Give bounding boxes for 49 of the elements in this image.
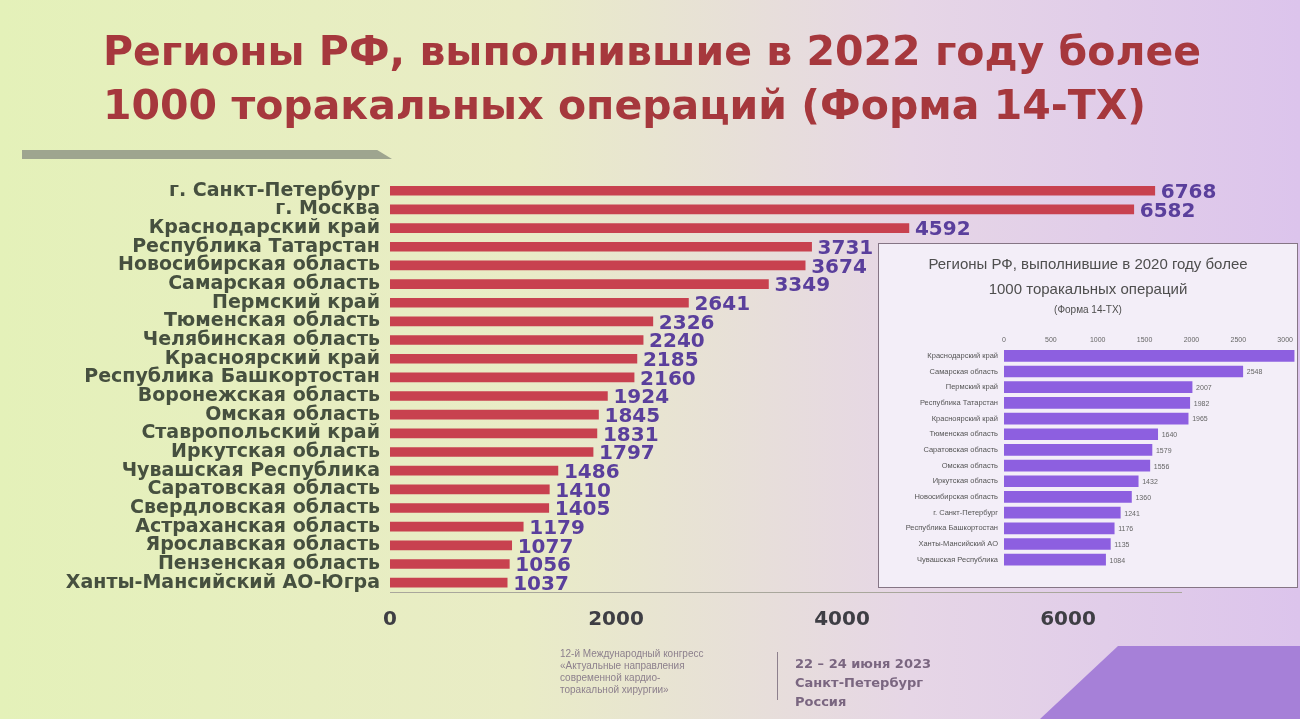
bar [1004, 397, 1191, 409]
bar [1004, 475, 1139, 488]
bar [390, 577, 508, 588]
bar [1004, 553, 1106, 566]
bar [390, 559, 510, 569]
y-tick-label: Ханты-Мансийский АО-Югра [65, 569, 380, 592]
bar [1004, 381, 1193, 394]
bar [390, 521, 524, 532]
bar [390, 353, 638, 364]
bar [1004, 350, 1295, 362]
bar [390, 260, 806, 271]
bar [1004, 506, 1121, 519]
bar [390, 335, 644, 345]
x-tick-label: 2000 [588, 606, 644, 631]
bar [390, 204, 1135, 215]
bar [390, 185, 1156, 196]
bar [390, 484, 550, 495]
chart-title: Регионы РФ, выполнившие в 2020 году более 1000 торакальных операций [927, 254, 1249, 299]
text: 22 – 24 июня 2023 Санкт-Петербург Россия [795, 655, 932, 711]
data-label: 4592 [914, 216, 971, 241]
bar [390, 428, 598, 439]
x-tick-label: 0 [383, 606, 397, 631]
x-tick-label: 6000 [1040, 606, 1096, 631]
x-tick-label: 4000 [814, 606, 870, 631]
bar [390, 540, 513, 551]
bar [390, 465, 559, 476]
y-tick-label: Краснодарский край [148, 215, 380, 237]
bar [390, 297, 689, 308]
bar [1004, 412, 1189, 425]
bar [390, 409, 599, 420]
bar [390, 241, 812, 252]
bar [1004, 538, 1111, 550]
text: 12-й Международный конгресс «Актуальные направления современной кардио- торакальной хирургии» [560, 648, 704, 696]
bar [390, 391, 608, 401]
bar [390, 447, 594, 457]
bar [390, 223, 910, 233]
y-tick-label: г. Санкт-Петербург [169, 177, 381, 200]
bar [390, 316, 654, 327]
chart-title: Регионы РФ, выполнившие в 2022 году более 1000 торакальных операций (Форма 14-ТХ) [103, 26, 1202, 131]
bar [1004, 428, 1159, 441]
bar [390, 279, 769, 289]
bar [1004, 491, 1132, 503]
bar [1004, 522, 1115, 535]
bar [390, 503, 550, 513]
bar [390, 372, 635, 383]
chart-subtitle: (Форма 14-ТХ) [1053, 304, 1123, 315]
bar [1004, 444, 1153, 456]
bar [1004, 459, 1151, 472]
bar [1004, 365, 1244, 378]
